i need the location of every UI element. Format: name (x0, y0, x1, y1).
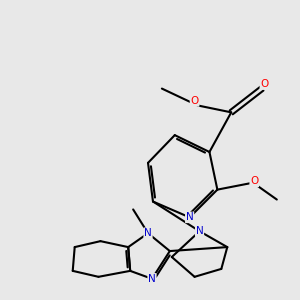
Text: O: O (250, 176, 258, 187)
Text: O: O (190, 96, 199, 106)
Text: N: N (196, 226, 203, 236)
Text: N: N (144, 228, 152, 238)
Text: N: N (148, 274, 156, 284)
Text: O: O (260, 79, 268, 89)
Text: N: N (186, 212, 194, 222)
